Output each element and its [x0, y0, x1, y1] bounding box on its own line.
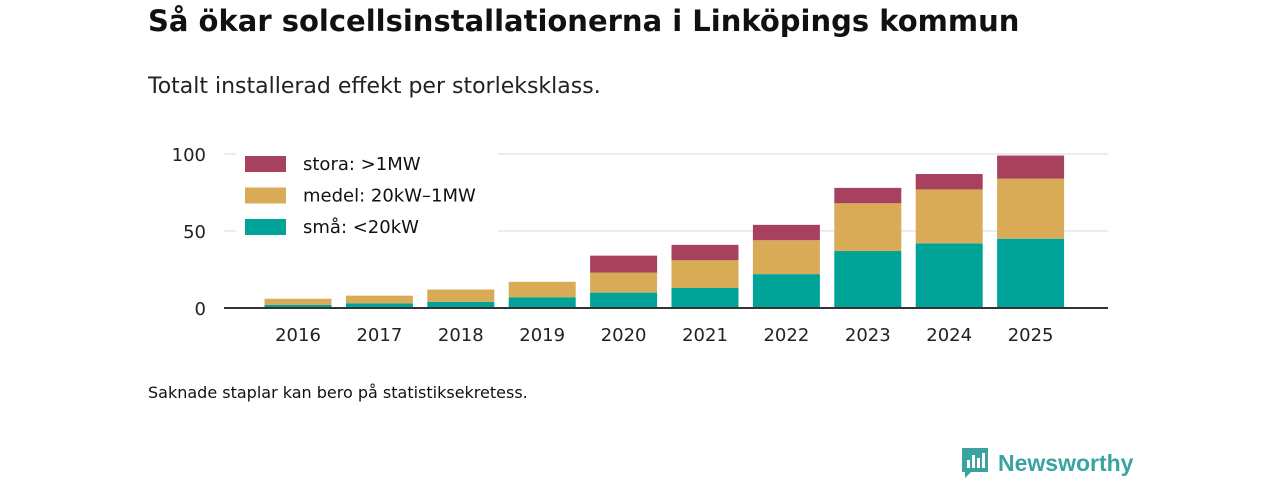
x-tick-label: 2025 [1008, 325, 1054, 346]
bar-2022-medel: 20kW–1MW [752, 240, 820, 275]
y-axis-ticks: 0 50 100 [172, 145, 206, 320]
legend-swatch [245, 219, 286, 235]
brand-name: Newsworthy [998, 449, 1134, 476]
legend-label: medel: 20kW–1MW [303, 186, 476, 207]
x-tick-label: 2017 [356, 325, 402, 346]
brand-logo: Newsworthy [960, 446, 1133, 480]
bars [264, 155, 1065, 308]
legend-swatch [245, 156, 286, 172]
bar-2023-medel: 20kW–1MW [834, 203, 902, 252]
x-tick-label: 2021 [682, 325, 728, 346]
bar-2018-små: <20kW [427, 301, 495, 308]
x-tick-label: 2016 [275, 325, 321, 346]
bar-2021-stora: >1MW [671, 244, 739, 261]
y-tick-label: 100 [172, 145, 206, 166]
legend-label: små: <20kW [303, 217, 419, 238]
x-tick-label: 2024 [926, 325, 972, 346]
bar-2020-stora: >1MW [590, 255, 658, 273]
bar-2025-små: <20kW [997, 238, 1065, 308]
bar-2019-medel: 20kW–1MW [508, 281, 576, 298]
legend-swatch [245, 187, 286, 204]
legend: stora: >1MW medel: 20kW–1MW små: <20kW [236, 148, 498, 242]
bar-2018-medel: 20kW–1MW [427, 289, 495, 302]
x-axis-ticks: 2016 2017 2018 2019 2020 2021 2022 2023 2024 2025 [275, 325, 1053, 346]
bar-2022-stora: >1MW [752, 224, 820, 241]
bar-2017-medel: 20kW–1MW [345, 295, 413, 304]
bar-2016-små: <20kW [264, 304, 332, 308]
bar-2024-små: <20kW [915, 243, 983, 308]
x-tick-label: 2022 [763, 325, 809, 346]
bar-2025-stora: >1MW [997, 155, 1065, 179]
bar-2020-små: <20kW [590, 292, 658, 308]
bar-2024-stora: >1MW [915, 174, 983, 190]
y-tick-label: 50 [183, 222, 206, 243]
chart-subtitle: Totalt installerad effekt per storlekskl… [148, 74, 601, 99]
bar-2024-medel: 20kW–1MW [915, 189, 983, 244]
x-tick-label: 2020 [601, 325, 647, 346]
x-tick-label: 2019 [519, 325, 565, 346]
bar-2016-medel: 20kW–1MW [264, 298, 332, 305]
bar-2017-små: <20kW [345, 303, 413, 308]
legend-label: stora: >1MW [303, 154, 421, 175]
chart-title: Så ökar solcellsinstallationerna i Linkö… [148, 4, 1020, 38]
bar-2023-stora: >1MW [834, 187, 902, 204]
bar-2023-små: <20kW [834, 251, 902, 308]
bar-2021-medel: 20kW–1MW [671, 260, 739, 288]
bar-2020-medel: 20kW–1MW [590, 272, 658, 293]
bar-2025-medel: 20kW–1MW [997, 178, 1065, 239]
bar-2021-små: <20kW [671, 287, 739, 308]
bar-2019-små: <20kW [508, 297, 576, 308]
footnote: Saknade staplar kan bero på statistiksek… [148, 383, 528, 402]
y-tick-label: 0 [195, 299, 206, 320]
newsworthy-logo-icon [962, 448, 988, 478]
x-tick-label: 2018 [438, 325, 484, 346]
bar-2022-små: <20kW [752, 274, 820, 308]
x-tick-label: 2023 [845, 325, 891, 346]
